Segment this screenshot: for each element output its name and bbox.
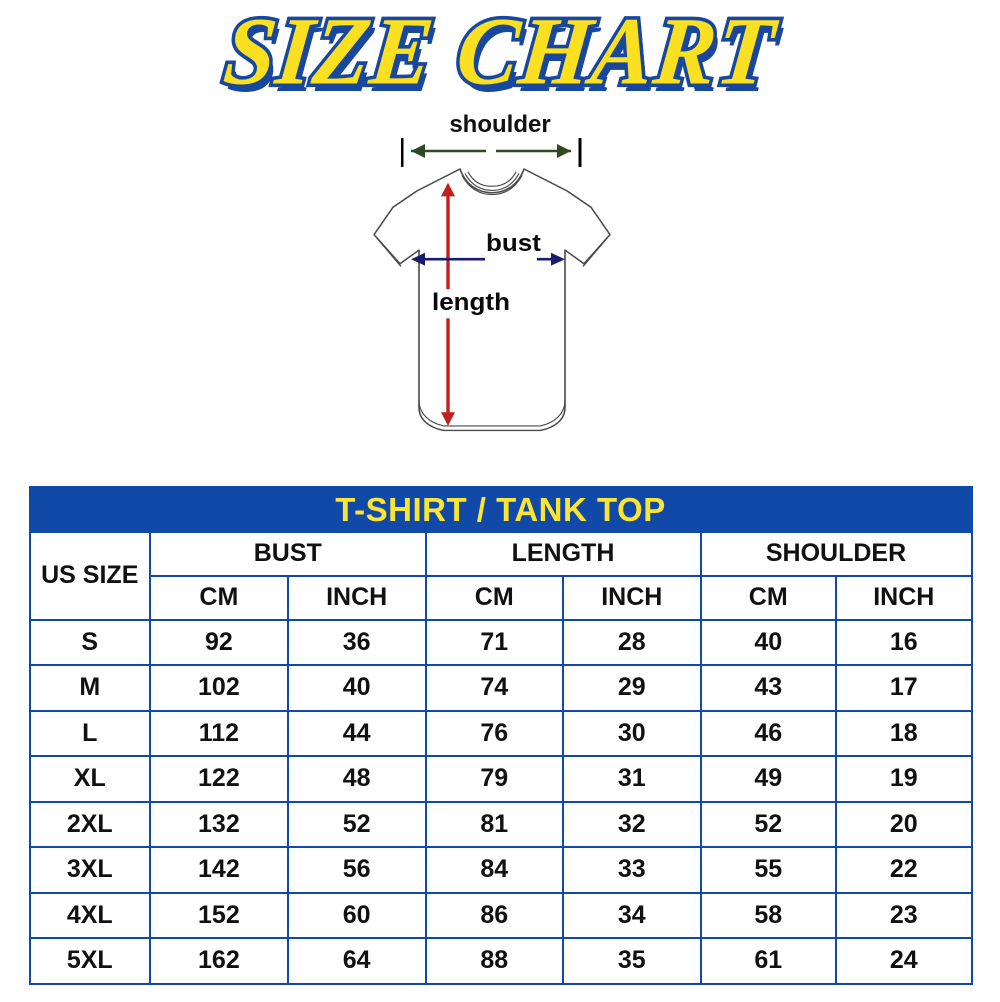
svg-text:bust: bust bbox=[486, 230, 541, 257]
svg-text:length: length bbox=[432, 289, 510, 316]
